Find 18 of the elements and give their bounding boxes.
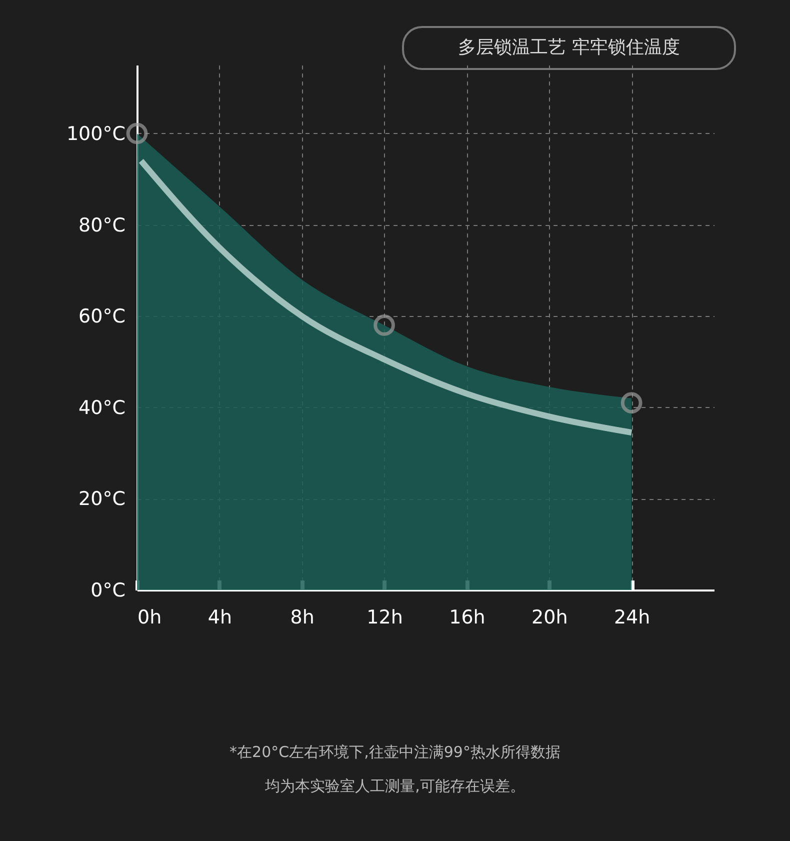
point — [126, 122, 148, 144]
x-tick-label: 12h — [366, 606, 403, 628]
x-tick-label: 4h — [208, 606, 232, 628]
y-tick-label: 60°C — [78, 306, 126, 328]
x-tick-label: 0h — [138, 606, 162, 628]
y-tick-label: 100°C — [66, 122, 126, 145]
x-tick-label: 8h — [290, 606, 314, 628]
y-tick-label: 0°C — [90, 580, 126, 602]
y-tick-label: 80°C — [78, 214, 126, 236]
y-tick-label: 20°C — [78, 488, 126, 510]
y-tick-label: 40°C — [78, 396, 126, 419]
text: 均为本实验室人工测量,可能存在误差。 — [264, 776, 526, 797]
point — [620, 392, 642, 414]
text: *在20°C左右环境下,往壶中注满99°热水所得数据 — [228, 742, 562, 763]
x-tick-label: 20h — [532, 606, 568, 628]
point — [374, 314, 395, 336]
x-tick-label: 16h — [449, 606, 486, 628]
x-tick-label: 24h — [614, 606, 650, 628]
